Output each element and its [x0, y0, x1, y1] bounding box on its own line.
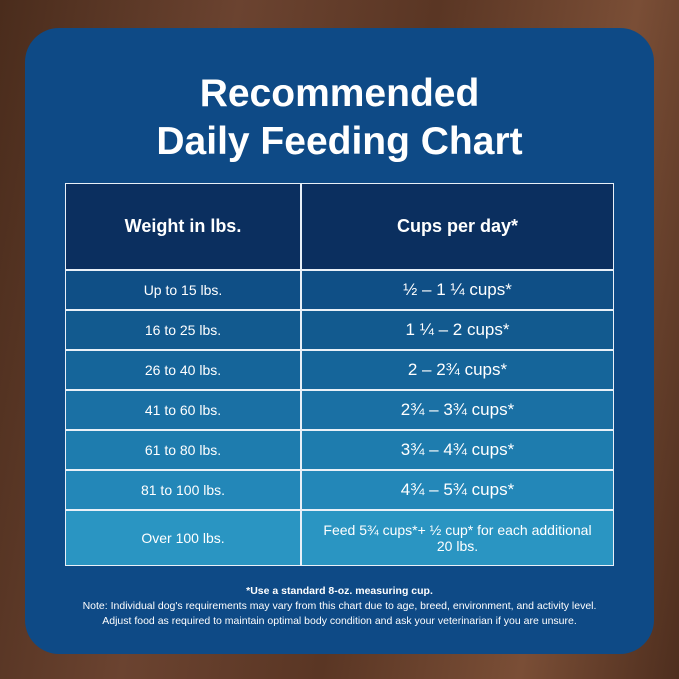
- table-cell: 2¾ – 3¾ cups*: [301, 390, 614, 430]
- table-cell: Feed 5¾ cups*+ ½ cup* for each additiona…: [301, 510, 614, 566]
- footnote: Adjust food as required to maintain opti…: [102, 615, 577, 627]
- table-cell: 3¾ – 4¾ cups*: [301, 430, 614, 470]
- table-cell: 4¾ – 5¾ cups*: [301, 470, 614, 510]
- column-header: Cups per day*: [301, 183, 614, 270]
- footnote: Note: Individual dog's requirements may …: [82, 600, 597, 612]
- table-cell: 2 – 2¾ cups*: [301, 350, 614, 390]
- table-cell: 26 to 40 lbs.: [65, 350, 301, 390]
- footnote: *Use a standard 8-oz. measuring cup.: [246, 585, 433, 597]
- table-cell: 61 to 80 lbs.: [65, 430, 301, 470]
- title: Recommended: [199, 72, 480, 115]
- table-cell: 81 to 100 lbs.: [65, 470, 301, 510]
- table-cell: Up to 15 lbs.: [65, 270, 301, 310]
- table-cell: Over 100 lbs.: [65, 510, 301, 566]
- table-cell: 1 ¼ – 2 cups*: [301, 310, 614, 350]
- title: Daily Feeding Chart: [156, 120, 523, 163]
- table-cell: 41 to 60 lbs.: [65, 390, 301, 430]
- table-cell: 16 to 25 lbs.: [65, 310, 301, 350]
- table-cell: ½ – 1 ¼ cups*: [301, 270, 614, 310]
- column-header: Weight in lbs.: [65, 183, 301, 270]
